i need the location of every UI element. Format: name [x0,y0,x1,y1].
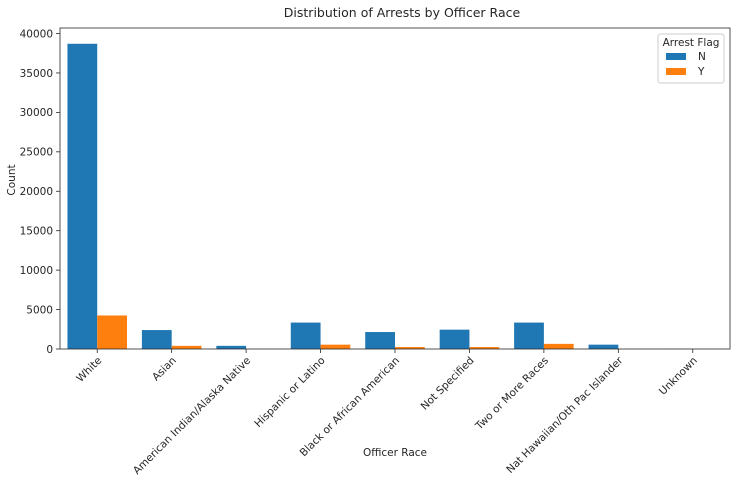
chart-title: Distribution of Arrests by Officer Race [284,5,521,20]
legend-swatch-n [666,53,686,60]
plot-frame [59,27,731,350]
bar-n [439,329,470,349]
legend: Arrest Flag NY [657,33,725,84]
bar-n [216,345,247,349]
legend-title: Arrest Flag [663,37,720,49]
y-tick-label: 30000 [20,107,53,119]
bar-y [320,344,351,349]
bar-n [514,322,544,349]
x-tick-label: Nat Hawaiian/Oth Pac Islander [504,354,626,476]
bar-n [290,322,321,349]
x-tick-label: American Indian/Alaska Native [131,355,253,477]
x-tick-label: Hispanic or Latino [252,355,327,430]
y-tick-label: 15000 [20,225,53,237]
bar-y [469,347,500,349]
bar-n [67,43,98,349]
x-tick-label: White [74,355,104,385]
bar-n [588,344,619,349]
y-tick-label: 25000 [20,147,53,159]
bar-y [97,315,127,349]
x-axis-label: Officer Race [363,447,427,459]
legend-swatch-y [666,68,686,75]
x-tick-label: Two or More Races [473,355,551,433]
bar-y [543,343,574,349]
bar-y [171,345,202,349]
bar-n [365,332,395,349]
x-tick-label: Not Specified [419,355,477,413]
legend-entry-n: N [698,51,706,63]
y-tick-label: 5000 [26,304,53,316]
y-tick-label: 35000 [20,68,53,80]
y-tick-label: 10000 [20,265,53,277]
y-axis-label: Count [6,164,18,195]
legend-entry-y: Y [697,66,705,78]
bar-n [141,330,172,349]
y-tick-label: 20000 [20,186,53,198]
y-tick-label: 40000 [20,28,53,40]
x-tick-label: Unknown [657,355,700,398]
y-tick-label: 0 [46,344,53,356]
plot-area: 0 5000 10000 15000 20000 25000 30000 35000 40000… [20,28,700,477]
bar-y [395,347,425,349]
x-tick-label: Asian [150,355,179,384]
